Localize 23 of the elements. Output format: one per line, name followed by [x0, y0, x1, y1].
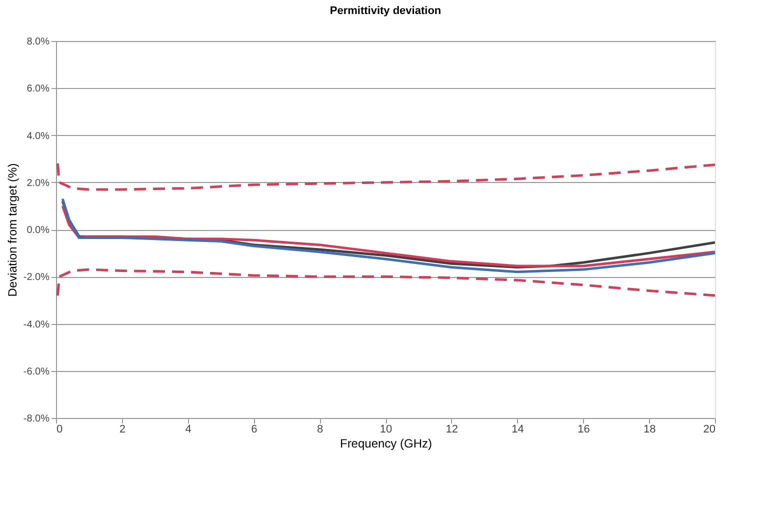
x-axis-title: Frequency (GHz) [340, 436, 432, 450]
y-axis-title: Deviation from target (%) [5, 163, 20, 297]
x-tick-label: 14 [512, 424, 524, 436]
x-tick-label: 8 [317, 424, 324, 436]
y-tick-label: 4.0% [26, 130, 50, 142]
x-tick-label: 20 [703, 424, 716, 436]
chart-title: Permittivity deviation [330, 5, 442, 17]
x-tick-label: 2 [119, 424, 126, 436]
y-tick-label: -8.0% [23, 414, 50, 424]
y-tick-label: -4.0% [23, 319, 50, 330]
y-tick-label: -2.0% [23, 272, 50, 284]
x-tick-label: 18 [643, 424, 656, 436]
x-tick-label: 6 [251, 424, 258, 436]
x-tick-label: 4 [185, 424, 192, 436]
x-tick-label: 16 [578, 424, 590, 436]
x-tick-label: 12 [446, 424, 458, 436]
y-tick-label: 0.0% [26, 225, 50, 236]
y-tick-label: 2.0% [26, 178, 50, 189]
y-tick-label: 8.0% [26, 36, 50, 48]
x-tick-label: 10 [380, 424, 392, 436]
y-tick-label: -6.0% [23, 366, 50, 378]
x-tick-label: 0 [56, 424, 63, 436]
y-tick-label: 6.0% [26, 84, 50, 95]
